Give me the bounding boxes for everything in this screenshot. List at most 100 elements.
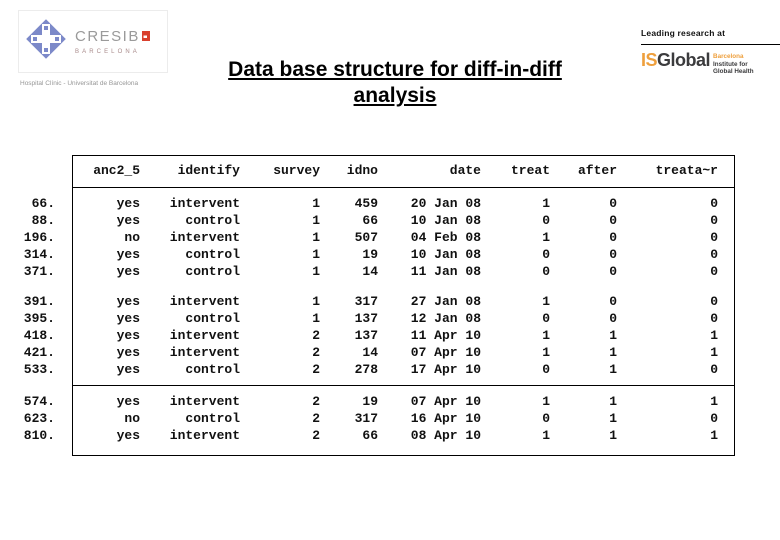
table-cell: 0 [542,362,550,377]
table-cell: yes [116,362,140,377]
table-cell: intervent [169,230,240,245]
table-cell: 1 [312,311,320,326]
table-cell: control [185,247,240,262]
table-cell: 0 [710,196,718,211]
table-cell: 1 [542,428,550,443]
table-cell: yes [116,394,140,409]
stata-listing: anc2_5 identify survey idno date treat after tr… [0,155,735,456]
table-cell: 0 [609,213,617,228]
table-cell: yes [116,428,140,443]
isglobal-logo: IS Global Barcelona Institute for Global… [641,50,780,76]
table-cell: 14 [362,345,378,360]
isglobal-sub-globalhealth: Global Health [713,68,754,75]
row-number: 66. [31,196,55,211]
table-cell: yes [116,196,140,211]
table-cell: 317 [354,294,378,309]
row-block: 391. yes intervent 1 317 27 Jan 08 1 0 0 395. yes c… [0,293,735,378]
table-row: 196. no intervent 1 507 04 Feb 08 1 0 0 [0,229,735,246]
cresib-city-label: BARCELONA [75,48,140,55]
table-cell: 1 [710,428,718,443]
row-number: 574. [23,394,55,409]
column-header: survey [273,163,320,178]
table-row: 314. yes control 1 19 10 Jan 08 0 0 0 [0,246,735,263]
table-row: 66. yes intervent 1 459 20 Jan 08 1 0 0 [0,195,735,212]
table-cell: 137 [354,328,378,343]
table-row: 574. yes intervent 2 19 07 Apr 10 1 1 1 [0,393,735,410]
table-cell: yes [116,294,140,309]
table-cell: yes [116,328,140,343]
table-cell: 19 [362,247,378,262]
isglobal-sub-institute: Institute for [713,60,748,68]
cresib-red-mark-icon [141,28,150,46]
table-cell: 1 [542,328,550,343]
cresib-text-column: CRESIB BARCELONA [75,28,150,55]
isglobal-divider [641,44,780,45]
table-cell: 459 [354,196,378,211]
cresib-logo: CRESIB BARCELONA Hospital Clínic - Unive… [18,10,168,87]
table-cell: 08 Apr 10 [410,428,481,443]
table-row: 371. yes control 1 14 11 Jan 08 0 0 0 [0,263,735,280]
column-header: anc2_5 [93,163,140,178]
table-cell: 2 [312,328,320,343]
table-row: 421. yes intervent 2 14 07 Apr 10 1 1 1 [0,344,735,361]
table-cell: 1 [542,230,550,245]
column-header: date [449,163,481,178]
table-cell: 11 Apr 10 [410,328,481,343]
table-cell: 0 [710,264,718,279]
table-cell: 1 [710,328,718,343]
row-block: 66. yes intervent 1 459 20 Jan 08 1 0 0 88. yes con… [0,195,735,280]
table-cell: 07 Apr 10 [410,345,481,360]
table-row: 391. yes intervent 1 317 27 Jan 08 1 0 0 [0,293,735,310]
row-number: 533. [23,362,55,377]
table-cell: 0 [609,196,617,211]
column-header: after [577,163,617,178]
table-cell: 1 [609,328,617,343]
table-cell: 1 [609,428,617,443]
table-cell: 0 [710,362,718,377]
table-cell: 0 [710,294,718,309]
table-cell: 0 [609,247,617,262]
table-cell: control [185,362,240,377]
table-row: 533. yes control 2 278 17 Apr 10 0 1 0 [0,361,735,378]
table-cell: 137 [354,311,378,326]
isglobal-wordmark-global: Global [657,50,711,70]
cresib-subtitle: Hospital Clínic - Universitat de Barcelo… [20,80,139,87]
table-row: 418. yes intervent 2 137 11 Apr 10 1 1 1 [0,327,735,344]
table-cell: 507 [354,230,378,245]
table-cell: 0 [542,264,550,279]
table-cell: 16 Apr 10 [410,411,481,426]
table-cell: 1 [542,345,550,360]
table-cell: 11 Jan 08 [410,264,481,279]
table-cell: 0 [710,247,718,262]
row-number: 810. [23,428,55,443]
table-cell: control [185,411,240,426]
table-cell: 20 Jan 08 [410,196,481,211]
table-cell: yes [116,247,140,262]
table-cell: 278 [354,362,378,377]
table-cell: 0 [609,294,617,309]
table-cell: intervent [169,328,240,343]
table-cell: 1 [312,213,320,228]
table-cell: 1 [609,362,617,377]
column-header: identify [177,163,240,178]
table-cell: 0 [710,411,718,426]
table-cell: 66 [362,428,378,443]
column-header: idno [346,163,378,178]
table-cell: 1 [312,230,320,245]
table-row: 88. yes control 1 66 10 Jan 08 0 0 0 [0,212,735,229]
row-number: 371. [23,264,55,279]
table-cell: 66 [362,213,378,228]
table-cell: 1 [312,294,320,309]
table-cell: control [185,264,240,279]
row-number: 421. [23,345,55,360]
header-rule [72,187,735,188]
table-cell: 14 [362,264,378,279]
table-header-row: anc2_5 identify survey idno date treat after tr… [0,155,735,187]
table-cell: 10 Jan 08 [410,213,481,228]
row-number-spacer [0,155,55,187]
table-cell: 1 [609,394,617,409]
table-cell: 0 [710,213,718,228]
table-cell: 07 Apr 10 [410,394,481,409]
table-cell: 17 Apr 10 [410,362,481,377]
